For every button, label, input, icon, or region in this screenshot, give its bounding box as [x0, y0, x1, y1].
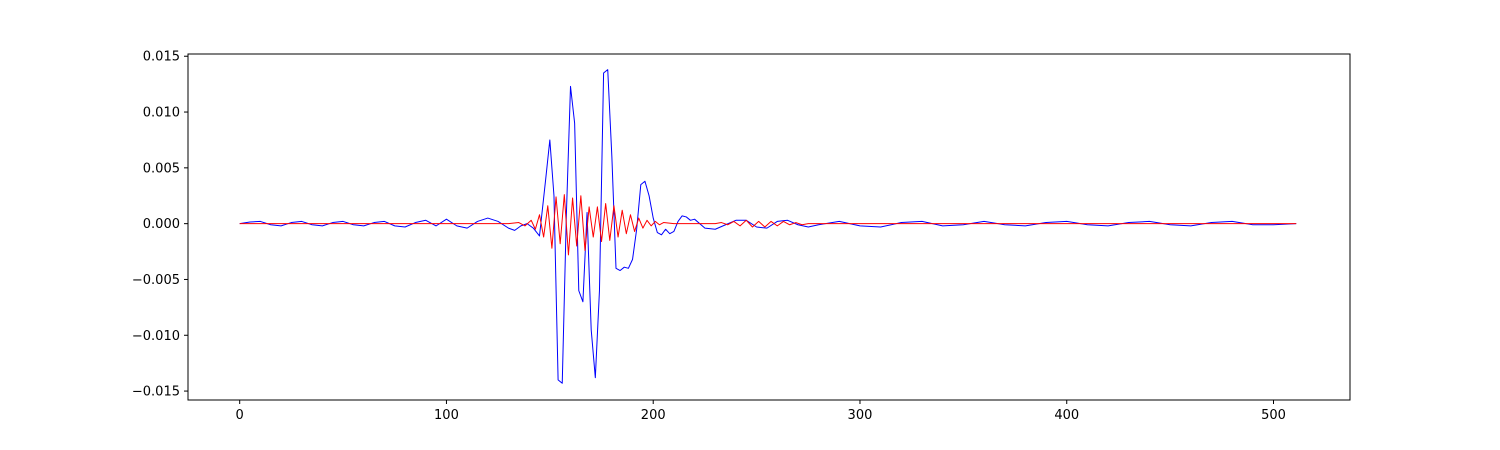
y-tick-label: −0.015	[132, 385, 180, 400]
y-tick-label: −0.010	[132, 329, 180, 344]
series-layer	[239, 69, 1297, 384]
y-tick-label: −0.005	[132, 273, 180, 288]
y-tick-label: 0.015	[143, 50, 180, 65]
x-tick-label: 400	[1054, 408, 1079, 423]
x-tick-label: 200	[641, 408, 666, 423]
series-line-blue	[239, 69, 1297, 384]
x-tick-label: 0	[236, 408, 244, 423]
y-tick-label: 0.010	[143, 106, 180, 121]
y-axis: −0.015 −0.010 −0.005 0.000 0.005 0.010 0.015	[132, 50, 188, 400]
y-tick-label: 0.000	[143, 217, 180, 232]
plot-area	[187, 53, 1351, 401]
x-tick-label: 100	[434, 408, 459, 423]
series-line-red	[239, 194, 1297, 256]
x-axis: 0 100 200 300 400 500	[236, 400, 1286, 423]
x-tick-label: 300	[848, 408, 873, 423]
x-tick-label: 500	[1261, 408, 1286, 423]
y-tick-label: 0.005	[143, 161, 180, 176]
